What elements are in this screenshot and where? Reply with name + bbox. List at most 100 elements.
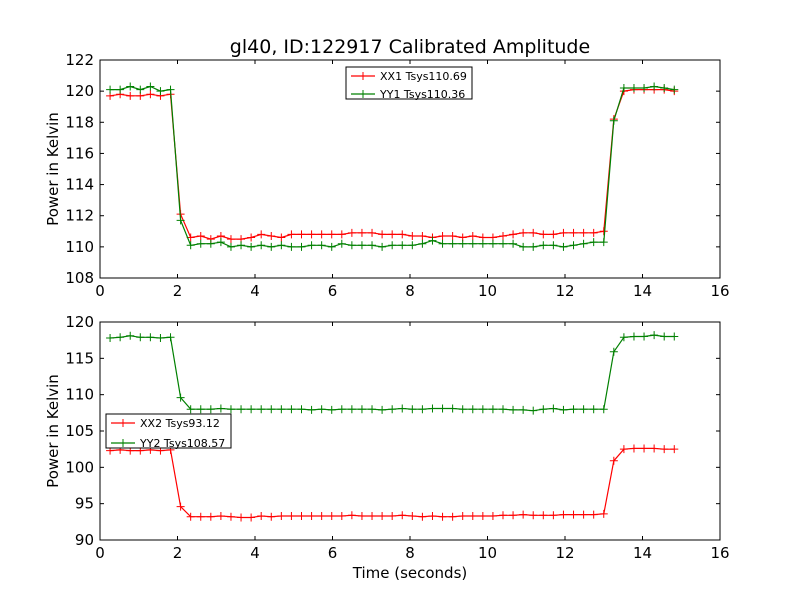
data-point-marker	[599, 227, 608, 236]
x-tick-label: 10	[478, 544, 497, 562]
x-tick-label: 8	[405, 544, 415, 562]
x-tick-label: 6	[328, 544, 338, 562]
x-tick-label: 4	[250, 282, 260, 300]
data-point-marker	[408, 231, 417, 240]
data-point-marker	[549, 230, 558, 239]
legend-entry-label: XX1 Tsys110.69	[380, 70, 467, 83]
data-point-marker	[337, 405, 346, 414]
data-point-marker	[539, 241, 548, 250]
axes-frame	[99, 59, 721, 279]
data-point-marker	[136, 85, 145, 94]
data-point-marker	[247, 233, 256, 242]
data-point-marker	[357, 228, 366, 237]
data-point-marker	[156, 87, 165, 96]
data-point-marker	[277, 233, 286, 242]
data-point-marker	[438, 239, 447, 248]
data-point-marker	[579, 510, 588, 519]
x-tick-label: 12	[555, 282, 574, 300]
data-point-marker	[186, 405, 195, 414]
y-tick-label: 108	[65, 269, 94, 287]
y-tick-label: 115	[65, 349, 94, 367]
data-point-marker	[488, 512, 497, 521]
y-tick-label: 114	[65, 176, 94, 194]
data-point-marker	[327, 230, 336, 239]
data-point-marker	[589, 228, 598, 237]
data-point-marker	[458, 239, 467, 248]
data-point-marker	[186, 241, 195, 250]
data-point-marker	[176, 393, 185, 402]
data-point-marker	[337, 512, 346, 521]
data-point-marker	[559, 242, 568, 251]
data-point-marker	[499, 231, 507, 240]
data-point-marker	[589, 510, 598, 519]
data-point-marker	[428, 404, 437, 413]
data-point-marker	[317, 230, 326, 239]
data-point-marker	[297, 242, 306, 251]
data-point-marker	[388, 405, 397, 414]
data-point-marker	[196, 512, 205, 521]
data-point-marker	[257, 512, 266, 521]
data-point-marker	[619, 445, 628, 454]
x-tick-label: 2	[173, 544, 183, 562]
x-tick-label: 8	[405, 282, 415, 300]
y-tick-label: 90	[75, 531, 94, 549]
data-point-marker	[428, 236, 437, 245]
data-point-marker	[378, 512, 387, 521]
data-point-marker	[448, 512, 457, 521]
data-point-marker	[247, 405, 256, 414]
data-point-marker	[196, 231, 205, 240]
data-point-marker	[327, 512, 336, 521]
data-point-marker	[347, 405, 356, 414]
data-point-marker	[599, 405, 608, 414]
data-point-marker	[448, 231, 457, 240]
y-tick-label: 120	[65, 313, 94, 331]
x-tick-label: 0	[95, 544, 105, 562]
data-point-marker	[640, 84, 649, 93]
y-tick-label: 105	[65, 422, 94, 440]
data-point-marker	[549, 404, 558, 413]
top-subplot: 0 2 4 6 8 10 12 14 16 108 110 112 114 116 118 120 122 Pow…	[44, 51, 730, 300]
data-point-marker	[267, 405, 276, 414]
data-point-marker	[559, 228, 568, 237]
data-point-marker	[509, 230, 518, 239]
data-point-marker	[619, 333, 628, 342]
data-point-marker	[549, 511, 558, 520]
x-tick-label: 14	[633, 282, 652, 300]
legend-entry-label: XX2 Tsys93.12	[140, 417, 220, 430]
data-point-marker	[237, 513, 246, 522]
data-point-marker	[216, 238, 225, 247]
data-point-marker	[116, 85, 125, 94]
data-point-marker	[670, 332, 679, 341]
y-tick-label: 110	[65, 386, 94, 404]
data-point-marker	[146, 82, 155, 91]
data-point-marker	[357, 512, 366, 521]
data-point-marker	[297, 230, 306, 239]
data-point-marker	[670, 445, 679, 454]
data-point-marker	[529, 511, 538, 520]
data-point-marker	[206, 512, 215, 521]
data-point-marker	[388, 230, 397, 239]
data-point-marker	[378, 230, 387, 239]
data-point-marker	[589, 238, 598, 247]
data-point-marker	[549, 241, 558, 250]
legend-entry-label: YY1 Tsys110.36	[379, 88, 465, 101]
y-tick-label: 122	[65, 51, 94, 69]
data-point-marker	[347, 511, 356, 520]
data-point-marker	[126, 91, 135, 100]
data-point-marker	[559, 510, 568, 519]
data-point-marker	[277, 405, 286, 414]
data-point-marker	[418, 405, 427, 414]
y-axis-label: Power in Kelvin	[44, 112, 62, 226]
x-tick-label: 6	[328, 282, 338, 300]
data-point-marker	[378, 242, 387, 251]
data-point-marker	[186, 512, 195, 521]
data-point-marker	[499, 511, 507, 520]
data-point-marker	[569, 241, 578, 250]
data-point-marker	[307, 230, 316, 239]
data-point-marker	[337, 239, 346, 248]
data-point-marker	[388, 241, 397, 250]
data-point-marker	[609, 347, 618, 356]
data-point-marker	[438, 512, 447, 521]
data-point-marker	[599, 509, 608, 518]
